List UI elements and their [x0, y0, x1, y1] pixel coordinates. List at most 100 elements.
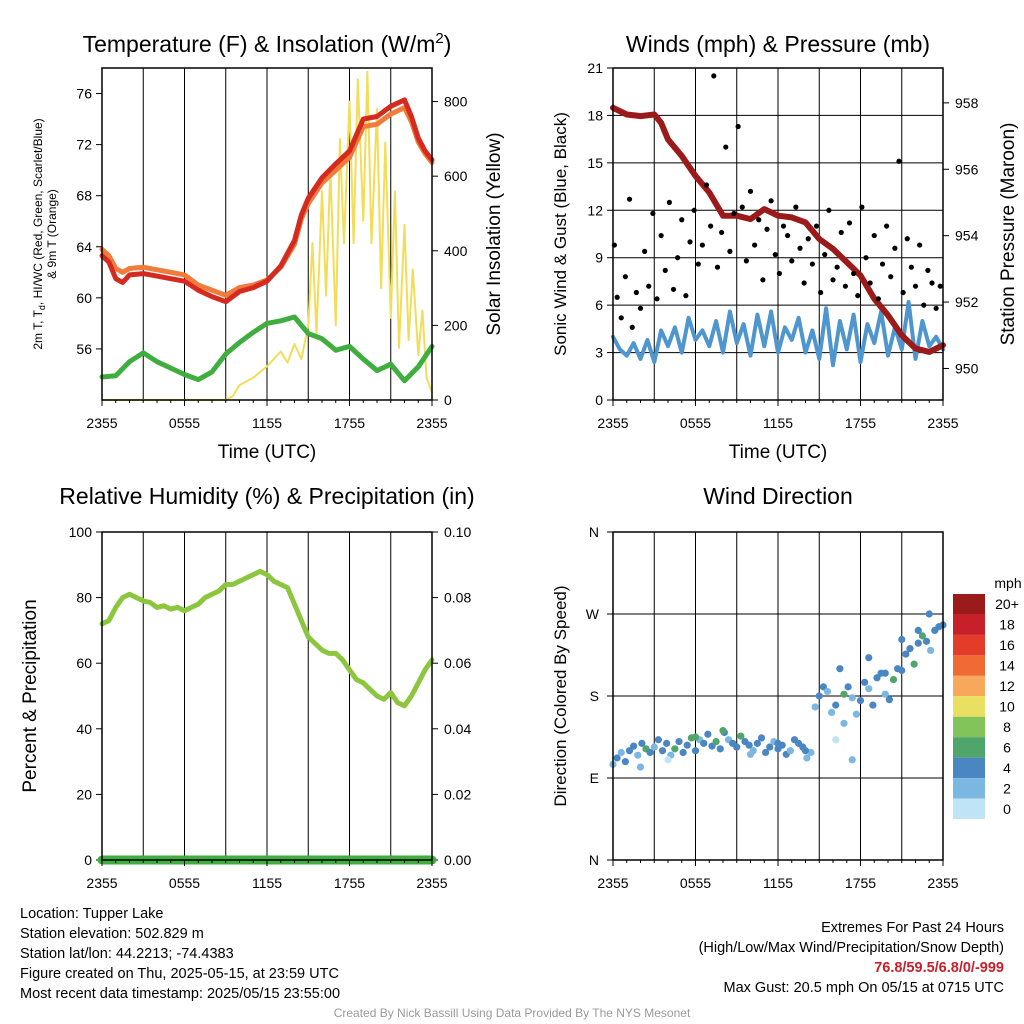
- y-tick-label: E: [590, 770, 599, 786]
- direction-point: [650, 743, 658, 751]
- direction-point: [898, 635, 906, 644]
- y2-tick-label: 800: [444, 94, 468, 110]
- latlon-text: Station lat/lon: 44.2213; -74.4383: [20, 946, 234, 962]
- gust-point: [731, 210, 737, 217]
- extremes-legend: (High/Low/Max Wind/Precipitation/Snow De…: [698, 940, 1004, 956]
- gust-point: [637, 305, 644, 311]
- gust-point: [830, 277, 836, 283]
- series-pressure: [610, 104, 946, 355]
- direction-point: [745, 741, 753, 749]
- direction-point: [852, 710, 860, 718]
- y2-tick-label: 600: [444, 168, 468, 184]
- gust-point: [747, 188, 754, 194]
- x-tick-label: 2355: [86, 415, 117, 431]
- gust-point: [805, 236, 811, 242]
- gust-point: [879, 261, 886, 267]
- colorbar-label: 20+: [995, 596, 1019, 612]
- y-tick-label: 64: [76, 239, 92, 255]
- gust-point: [908, 264, 914, 270]
- gust-point: [921, 302, 927, 308]
- x-tick-label: 2355: [416, 875, 447, 891]
- direction-point: [856, 696, 865, 705]
- direction-point: [646, 748, 654, 757]
- gust-point: [727, 248, 733, 254]
- colorbar-swatch: [953, 757, 985, 779]
- colorbar-swatch: [953, 798, 985, 819]
- x-tick-label: 0555: [169, 875, 200, 891]
- gust-point: [708, 223, 714, 229]
- gust-point: [884, 223, 890, 229]
- y-tick-label: 0: [595, 392, 603, 408]
- colorbar-swatch: [953, 696, 985, 717]
- direction-point: [801, 747, 810, 755]
- y-tick-label: 56: [76, 341, 92, 357]
- x-tick-label: 1155: [763, 875, 793, 891]
- direction-point: [762, 748, 770, 757]
- y2-tick-label: 956: [955, 161, 979, 177]
- y-tick-label: 9: [595, 250, 603, 266]
- direction-point: [828, 708, 836, 717]
- gust-point: [772, 251, 778, 258]
- direction-point: [832, 701, 840, 709]
- gust-point: [691, 207, 697, 213]
- direction-point: [869, 701, 877, 709]
- station-info: Location: Tupper Lake Station elevation:…: [20, 904, 340, 1004]
- x-tick-label: 2355: [927, 875, 958, 891]
- colorbar-swatch: [953, 634, 985, 656]
- direction-point: [906, 645, 914, 653]
- colorbar-label: 4: [1003, 760, 1011, 776]
- gust-point: [683, 293, 689, 299]
- direction-point: [914, 626, 922, 635]
- gust-point: [679, 217, 685, 223]
- direction-point: [881, 690, 889, 698]
- y-tick-label: 3: [595, 345, 603, 361]
- direction-point: [819, 683, 827, 691]
- direction-point: [766, 743, 774, 751]
- direction-point: [753, 739, 761, 747]
- gust-point: [892, 245, 898, 251]
- location-text: Location: Tupper Lake: [20, 906, 164, 922]
- y-tick-label: 100: [69, 524, 93, 540]
- gust-point: [650, 210, 656, 217]
- direction-point: [807, 748, 815, 757]
- gust-point: [764, 226, 770, 232]
- direction-point: [733, 743, 741, 751]
- colorbar-swatch: [953, 737, 985, 758]
- gust-point: [785, 232, 791, 239]
- direction-point: [630, 742, 638, 750]
- colorbar-label: 18: [999, 617, 1015, 633]
- series-sonic-wind: [611, 300, 945, 368]
- y-tick-label: N: [589, 524, 599, 540]
- direction-point: [811, 703, 819, 711]
- colorbar-label: 8: [1003, 719, 1011, 735]
- colorbar-swatch: [953, 614, 985, 635]
- gust-point: [933, 305, 939, 311]
- direction-point: [719, 727, 727, 735]
- x-tick-label: 1755: [845, 415, 876, 431]
- y-tick-label: 40: [76, 721, 92, 737]
- direction-point: [617, 748, 625, 757]
- gust-point: [626, 196, 633, 202]
- elevation-text: Station elevation: 502.829 m: [20, 926, 204, 942]
- direction-point: [663, 739, 671, 747]
- direction-point: [679, 748, 687, 757]
- colorbar-label: 6: [1003, 739, 1011, 755]
- y-tick-label: 0: [84, 852, 92, 868]
- gust-point: [813, 223, 820, 229]
- gust-point: [846, 220, 853, 226]
- gust-point: [658, 232, 664, 239]
- direction-point: [638, 739, 646, 747]
- direction-point: [815, 692, 823, 700]
- direction-point: [918, 632, 926, 640]
- direction-point: [885, 696, 893, 704]
- direction-point: [898, 666, 906, 675]
- direction-point: [683, 741, 691, 749]
- series-insolation: [101, 70, 433, 401]
- gust-point: [929, 280, 935, 286]
- max-gust-text: Max Gust: 20.5 mph On 05/15 at 0715 UTC: [723, 980, 1004, 996]
- gust-point: [711, 73, 717, 79]
- y2-tick-label: 0.04: [444, 721, 471, 737]
- direction-point: [925, 610, 933, 618]
- y-axis-label-line2: & 9m T (Orange): [45, 189, 59, 279]
